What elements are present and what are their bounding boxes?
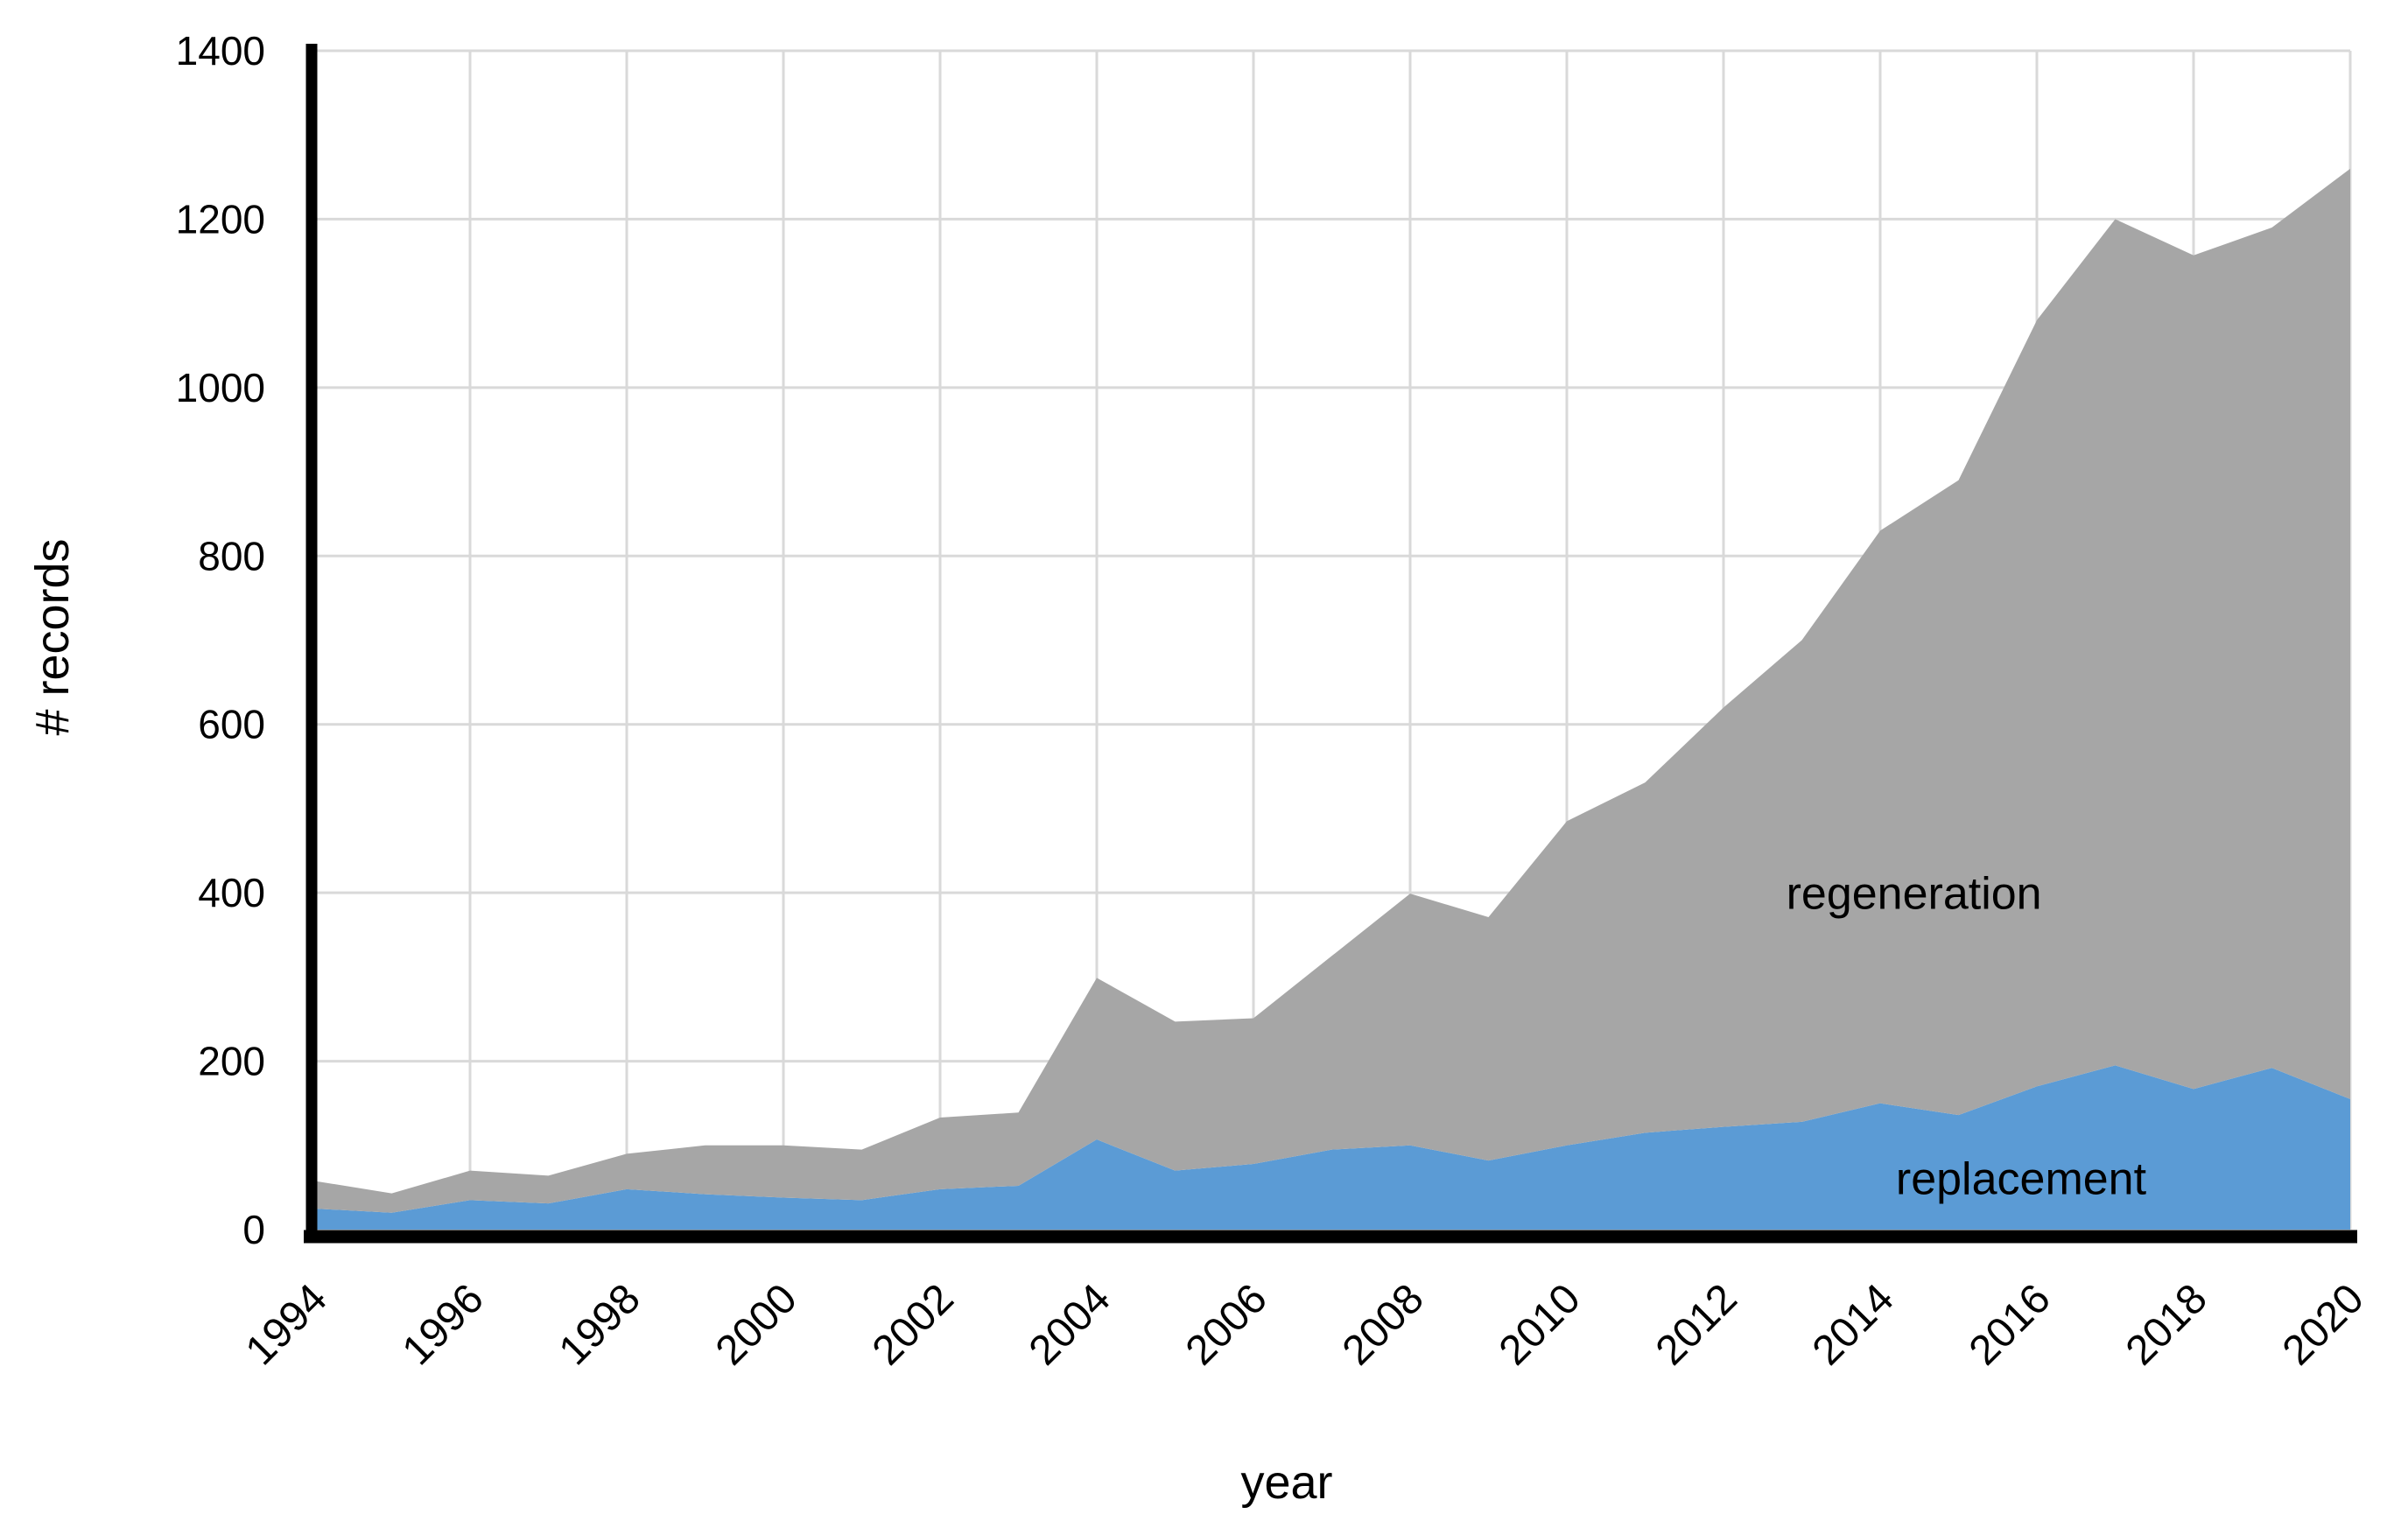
x-tick-label: 1994	[237, 1275, 336, 1374]
y-tick-label: 400	[198, 870, 265, 915]
y-tick-label: 1000	[176, 365, 265, 410]
y-tick-labels: 0 200 400 600 800 1000 1200 1400	[176, 28, 265, 1252]
x-tick-label: 1996	[394, 1275, 493, 1374]
x-tick-label: 2002	[864, 1275, 963, 1374]
x-tick-label: 2016	[1961, 1275, 2060, 1374]
y-tick-label: 1200	[176, 196, 265, 242]
x-tick-label: 2020	[2274, 1275, 2373, 1374]
x-tick-label: 2004	[1021, 1275, 1120, 1374]
x-tick-labels: 1994 1996 1998 2000 2002 2004 2006 2008 2010 2012…	[237, 1275, 2373, 1374]
plot-areas	[313, 168, 2350, 1230]
regeneration-area	[313, 168, 2350, 1213]
y-tick-label: 0	[242, 1207, 265, 1252]
x-tick-label: 2000	[707, 1275, 806, 1374]
y-tick-label: 1400	[176, 28, 265, 74]
x-tick-label: 2014	[1804, 1275, 1903, 1374]
y-tick-label: 800	[198, 533, 265, 578]
y-tick-label: 600	[198, 702, 265, 747]
replacement-series-label: replacement	[1896, 1154, 2147, 1205]
x-axis-title: year	[1240, 1456, 1332, 1509]
y-axis-title: # records	[26, 538, 79, 735]
replacement-area	[313, 1065, 2350, 1230]
x-tick-label: 2018	[2117, 1275, 2216, 1374]
x-tick-label: 2012	[1647, 1275, 1746, 1374]
x-tick-label: 2010	[1491, 1275, 1590, 1374]
x-tick-label: 1998	[551, 1275, 649, 1374]
x-tick-label: 2008	[1334, 1275, 1433, 1374]
y-tick-label: 200	[198, 1039, 265, 1084]
axes	[304, 44, 2357, 1244]
x-tick-label: 2006	[1177, 1275, 1276, 1374]
series-annotations: regeneration replacement	[1787, 868, 2147, 1204]
regeneration-series-label: regeneration	[1787, 868, 2042, 919]
